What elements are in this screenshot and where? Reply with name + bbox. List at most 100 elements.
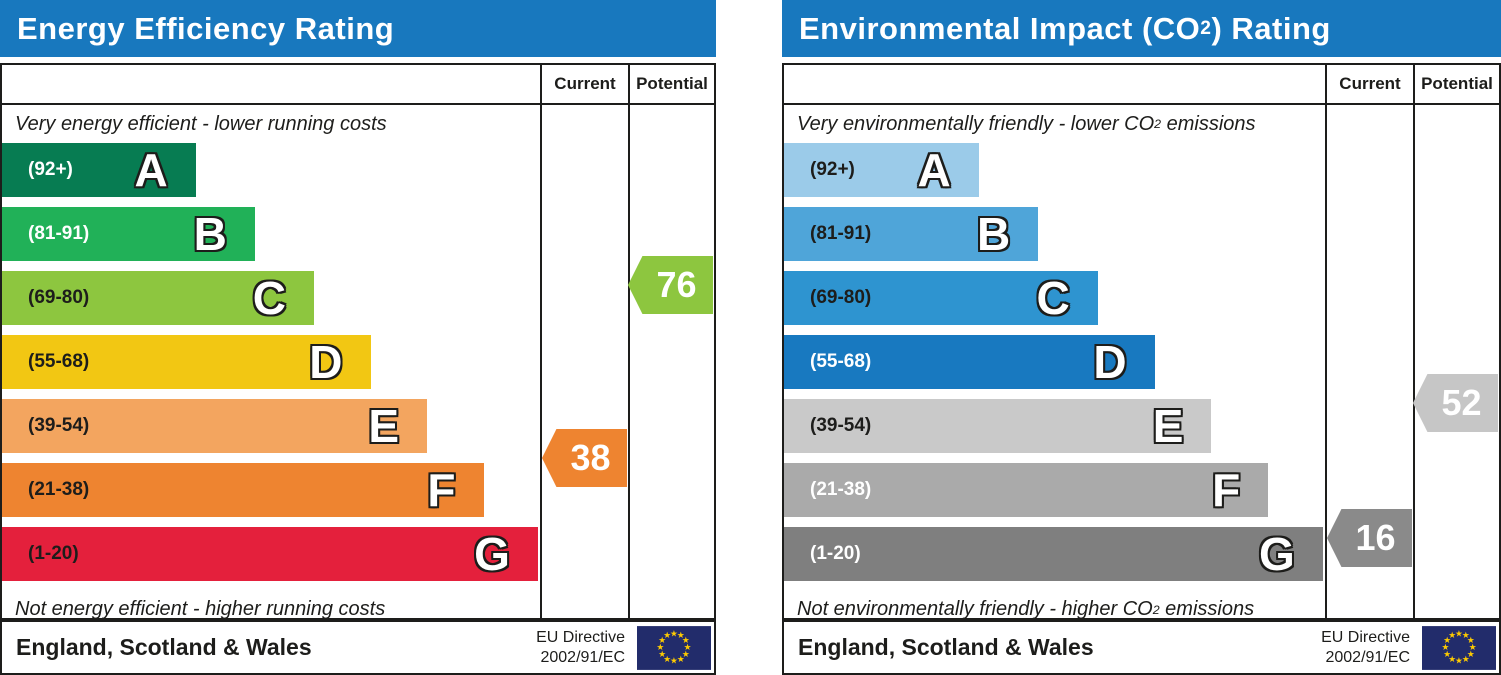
band-f: (21-38) F bbox=[2, 463, 484, 517]
potential-rating-value: 76 bbox=[656, 264, 697, 305]
band-d-range: (55-68) bbox=[810, 351, 872, 372]
svg-text:★: ★ bbox=[1448, 654, 1456, 664]
svg-text:★: ★ bbox=[670, 629, 678, 639]
energy-efficiency-panel: Energy Efficiency Rating Very energy eff… bbox=[0, 0, 716, 675]
svg-text:★: ★ bbox=[1455, 656, 1463, 666]
current-column: Current 16 bbox=[1327, 65, 1415, 618]
band-f-range: (21-38) bbox=[810, 479, 872, 500]
eu-flag-icon: ★★★ ★★★ ★★★ ★★★ bbox=[1422, 625, 1496, 670]
band-d-letter: D bbox=[309, 336, 343, 388]
svg-text:★: ★ bbox=[677, 631, 685, 641]
potential-column: Potential 76 bbox=[628, 65, 714, 618]
band-g-range: (1-20) bbox=[28, 543, 79, 564]
band-f-letter: F bbox=[1212, 464, 1241, 516]
bands-column: Very energy efficient - lower running co… bbox=[2, 65, 542, 620]
band-f-letter: F bbox=[427, 464, 456, 516]
top-caption: Very energy efficient - lower running co… bbox=[15, 112, 387, 135]
co2-rating-chart: Very environmentally friendly - lower CO… bbox=[782, 63, 1501, 620]
band-g: (1-20) G bbox=[2, 527, 538, 581]
band-g-letter: G bbox=[474, 528, 510, 580]
current-rating-value: 16 bbox=[1355, 517, 1396, 558]
band-d: (55-68) D bbox=[2, 335, 371, 389]
svg-text:★: ★ bbox=[1455, 629, 1463, 639]
svg-text:★: ★ bbox=[658, 649, 666, 659]
band-e-letter: E bbox=[368, 400, 400, 452]
eu-directive-label: EU Directive 2002/91/EC bbox=[1321, 628, 1410, 666]
band-a: (92+) A bbox=[2, 143, 196, 197]
environmental-impact-panel: Environmental Impact (CO 2) Rating Very e… bbox=[782, 0, 1501, 675]
svg-text:★: ★ bbox=[670, 656, 678, 666]
potential-column-header: Potential bbox=[1415, 65, 1499, 105]
svg-text:★: ★ bbox=[1469, 643, 1477, 653]
energy-efficiency-title: Energy Efficiency Rating bbox=[0, 0, 716, 57]
svg-text:★: ★ bbox=[682, 636, 690, 646]
band-a-range: (92+) bbox=[28, 159, 73, 180]
band-g-letter: G bbox=[1259, 528, 1295, 580]
panel-title-text: Energy Efficiency Rating bbox=[17, 10, 395, 46]
panel-title-text: Environmental Impact (CO bbox=[799, 10, 1201, 46]
band-b: (81-91) B bbox=[2, 207, 255, 261]
band-e: (39-54) E bbox=[2, 399, 428, 453]
region-label: England, Scotland & Wales bbox=[798, 634, 1094, 660]
band-d-letter: D bbox=[1093, 336, 1127, 388]
svg-text:★: ★ bbox=[663, 654, 671, 664]
current-rating-value: 38 bbox=[570, 437, 611, 478]
band-f-range: (21-38) bbox=[28, 479, 90, 500]
svg-text:★: ★ bbox=[1467, 636, 1475, 646]
panel-footer: England, Scotland & Wales EU Directive 2… bbox=[782, 620, 1501, 675]
potential-rating-arrow: 52 bbox=[1413, 374, 1498, 432]
band-f: (21-38) F bbox=[784, 463, 1269, 517]
svg-text:★: ★ bbox=[1467, 649, 1475, 659]
band-d: (55-68) D bbox=[784, 335, 1155, 389]
bottom-caption: Not energy efficient - higher running co… bbox=[15, 598, 386, 620]
current-column-header: Current bbox=[542, 65, 628, 105]
energy-rating-chart: Very energy efficient - lower running co… bbox=[0, 63, 716, 620]
bands-column-header bbox=[2, 65, 540, 105]
potential-column: Potential 52 bbox=[1413, 65, 1499, 618]
current-rating-arrow: 16 bbox=[1327, 509, 1412, 567]
band-c-range: (69-80) bbox=[810, 287, 872, 308]
region-label: England, Scotland & Wales bbox=[16, 634, 312, 660]
band-e: (39-54) E bbox=[784, 399, 1212, 453]
svg-text:★: ★ bbox=[658, 636, 666, 646]
svg-text:★: ★ bbox=[656, 643, 664, 653]
environmental-impact-title: Environmental Impact (CO 2) Rating bbox=[782, 0, 1501, 57]
band-a: (92+) A bbox=[784, 143, 979, 197]
svg-text:★: ★ bbox=[677, 654, 685, 664]
svg-text:★: ★ bbox=[1462, 654, 1470, 664]
band-c: (69-80) C bbox=[784, 271, 1098, 325]
band-a-letter: A bbox=[134, 144, 168, 196]
band-a-range: (92+) bbox=[810, 159, 855, 180]
band-b-range: (81-91) bbox=[28, 223, 90, 244]
svg-text:★: ★ bbox=[1441, 643, 1449, 653]
band-d-range: (55-68) bbox=[28, 351, 90, 372]
band-g: (1-20) G bbox=[784, 527, 1323, 581]
svg-text:★: ★ bbox=[682, 649, 690, 659]
svg-text:★: ★ bbox=[684, 643, 692, 653]
band-b-letter: B bbox=[977, 208, 1011, 260]
svg-text:★: ★ bbox=[1448, 631, 1456, 641]
top-caption: Very environmentally friendly - lower CO… bbox=[797, 112, 1256, 135]
band-e-letter: E bbox=[1152, 400, 1184, 452]
eu-directive-label: EU Directive 2002/91/EC bbox=[536, 628, 625, 666]
band-b: (81-91) B bbox=[784, 207, 1039, 261]
potential-column-header: Potential bbox=[630, 65, 714, 105]
band-c-letter: C bbox=[1036, 272, 1070, 324]
band-b-range: (81-91) bbox=[810, 223, 872, 244]
bottom-caption: Not environmentally friendly - higher CO… bbox=[797, 598, 1255, 620]
current-column: Current 38 bbox=[542, 65, 630, 618]
svg-text:★: ★ bbox=[1443, 649, 1451, 659]
band-c-range: (69-80) bbox=[28, 287, 90, 308]
eu-flag-icon: ★★★ ★★★ ★★★ ★★★ bbox=[637, 625, 711, 670]
band-c-letter: C bbox=[252, 272, 287, 324]
potential-rating-arrow: 76 bbox=[628, 256, 713, 314]
svg-text:★: ★ bbox=[1462, 631, 1470, 641]
current-column-header: Current bbox=[1327, 65, 1413, 105]
bands-column: Very environmentally friendly - lower CO… bbox=[784, 65, 1327, 620]
panel-footer: England, Scotland & Wales EU Directive 2… bbox=[0, 620, 716, 675]
band-b-letter: B bbox=[193, 208, 227, 260]
bands-column-header bbox=[784, 65, 1325, 105]
band-e-range: (39-54) bbox=[28, 415, 90, 436]
current-rating-arrow: 38 bbox=[542, 429, 627, 487]
potential-rating-value: 52 bbox=[1441, 382, 1482, 423]
